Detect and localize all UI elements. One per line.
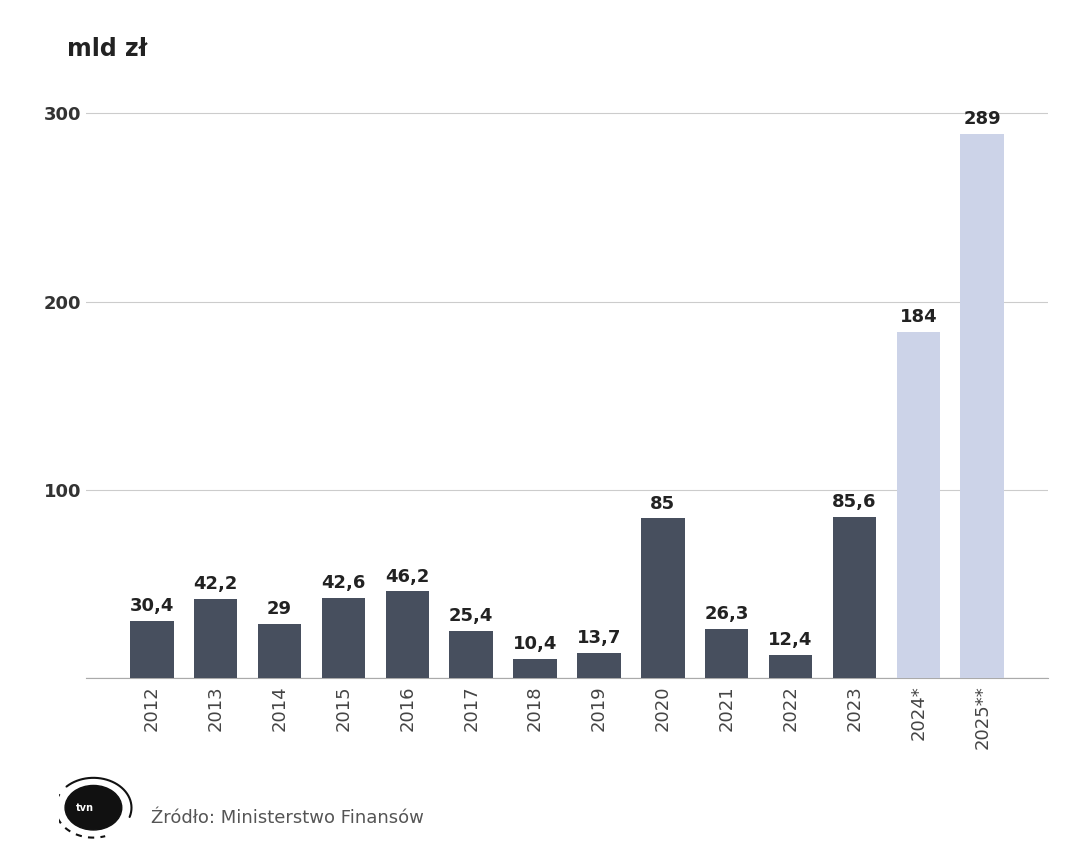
Bar: [960, 134, 1004, 678]
Circle shape: [65, 785, 122, 830]
Text: 13,7: 13,7: [577, 629, 621, 647]
Text: 289: 289: [963, 110, 1001, 128]
Bar: [513, 659, 557, 678]
Text: 85,6: 85,6: [833, 494, 877, 511]
Text: 24: 24: [102, 803, 114, 812]
Bar: [642, 518, 685, 678]
Bar: [769, 655, 812, 678]
Text: 25,4: 25,4: [449, 607, 494, 625]
Bar: [322, 598, 365, 678]
Bar: [449, 631, 492, 678]
Text: 12,4: 12,4: [768, 632, 813, 650]
Bar: [386, 591, 429, 678]
Text: 10,4: 10,4: [513, 635, 557, 653]
Text: 46,2: 46,2: [386, 567, 430, 586]
Bar: [258, 624, 301, 678]
Text: 29: 29: [267, 600, 292, 618]
Text: Źródło: Ministerstwo Finansów: Źródło: Ministerstwo Finansów: [151, 809, 424, 827]
Bar: [833, 517, 876, 678]
Bar: [705, 629, 748, 678]
Text: 184: 184: [900, 308, 937, 326]
Bar: [896, 332, 940, 678]
Text: 42,2: 42,2: [193, 575, 238, 594]
Text: tvn: tvn: [77, 803, 94, 812]
Text: mld zł: mld zł: [67, 37, 148, 61]
Bar: [194, 599, 238, 678]
Text: 85: 85: [650, 494, 675, 512]
Text: 42,6: 42,6: [321, 574, 366, 593]
Bar: [130, 621, 174, 678]
Text: 30,4: 30,4: [130, 598, 174, 616]
Text: 26,3: 26,3: [704, 605, 748, 623]
Bar: [577, 653, 621, 678]
